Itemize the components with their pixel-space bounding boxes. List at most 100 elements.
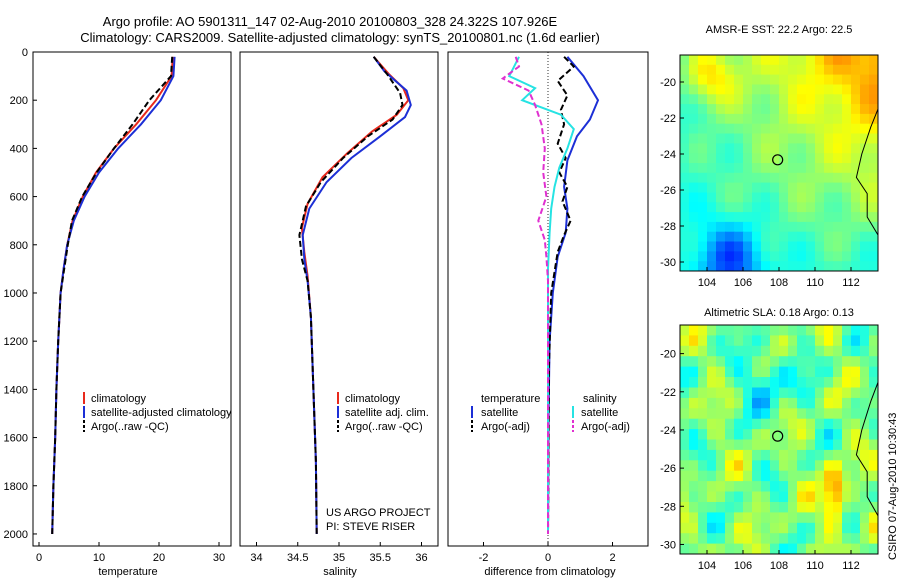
- map-cell: [770, 408, 780, 420]
- map-cell: [851, 502, 861, 513]
- map-cell: [716, 113, 726, 125]
- map-cell: [698, 387, 708, 399]
- map-cell: [716, 335, 726, 347]
- map-cell: [824, 212, 834, 223]
- map-cell: [806, 74, 816, 85]
- map-cell: [833, 481, 843, 493]
- map-cell: [833, 408, 843, 420]
- map-cell: [779, 153, 789, 164]
- map-cell: [734, 460, 744, 472]
- map-cell: [833, 543, 843, 554]
- map-cell: [707, 418, 717, 430]
- map-cell: [680, 172, 690, 184]
- map-cell: [770, 335, 780, 347]
- map-cell: [860, 241, 870, 252]
- map-cell: [698, 533, 708, 545]
- map-cell: [806, 429, 816, 441]
- map-cell: [842, 182, 852, 193]
- series-line-3: [500, 56, 549, 534]
- map-cell: [815, 104, 825, 115]
- map-cell: [869, 202, 878, 213]
- map-cell: [734, 397, 744, 409]
- map-cell: [770, 192, 780, 203]
- header-title: Argo profile: AO 5901311_147 02-Aug-2010…: [103, 14, 558, 29]
- map-cell: [689, 123, 699, 135]
- map-cell: [743, 533, 753, 545]
- map-cell: [860, 533, 870, 545]
- map-cell: [707, 163, 717, 174]
- map-cell: [680, 202, 690, 213]
- map-cell: [716, 325, 726, 336]
- map-cell: [698, 512, 708, 524]
- map-cell: [779, 94, 789, 105]
- map-cell: [725, 481, 735, 493]
- map-cell: [689, 325, 699, 336]
- map-cell: [833, 366, 843, 378]
- xlabel-temperature: temperature: [98, 566, 157, 578]
- map-cell: [815, 418, 825, 430]
- map-cell: [707, 325, 717, 336]
- map-cell: [851, 251, 861, 262]
- map-cell: [851, 104, 861, 115]
- map-cell: [707, 94, 717, 105]
- map-cell: [707, 182, 717, 193]
- map-cell: [707, 491, 717, 503]
- map-cell: [752, 231, 762, 243]
- map-cell: [761, 335, 771, 347]
- map-cell: [716, 429, 726, 441]
- map-cell: [806, 387, 816, 399]
- map-cell: [761, 356, 771, 368]
- map-cell: [743, 356, 753, 368]
- map-cell: [869, 345, 878, 357]
- map-cell: [761, 172, 771, 184]
- map-cell: [716, 345, 726, 357]
- map-cell: [797, 202, 807, 213]
- map-cell: [824, 231, 834, 243]
- map-cell: [734, 55, 744, 66]
- map-cell: [833, 94, 843, 105]
- map-cell: [752, 366, 762, 378]
- map-cell: [698, 377, 708, 388]
- map-cell: [734, 261, 744, 271]
- map-cell: [707, 449, 717, 461]
- map-cell: [734, 522, 744, 534]
- map-cell: [707, 123, 717, 135]
- map-cell: [761, 231, 771, 243]
- map-cell: [779, 212, 789, 223]
- map-cell: [689, 251, 699, 262]
- map-cell: [734, 481, 744, 493]
- map-cell: [725, 429, 735, 441]
- map-cell: [824, 84, 834, 95]
- map-cell: [752, 221, 762, 233]
- map-cell: [824, 64, 834, 76]
- map-cell: [815, 460, 825, 472]
- map-cell: [842, 345, 852, 357]
- map-cell: [770, 356, 780, 368]
- map-cell: [761, 192, 771, 203]
- map-cell: [734, 133, 744, 144]
- map-cell: [707, 55, 717, 66]
- map-cell: [689, 113, 699, 125]
- legend-label-satellite-temperature: satellite: [481, 407, 518, 419]
- map-cell: [698, 55, 708, 66]
- map-cell: [869, 231, 878, 243]
- map-cell: [707, 113, 717, 125]
- legend-label-satellite: satellite-adjusted climatology: [91, 407, 232, 419]
- map-cell: [797, 104, 807, 115]
- map-cell: [851, 366, 861, 378]
- map-cell: [716, 408, 726, 420]
- map-cell: [824, 522, 834, 534]
- map-cell: [788, 231, 798, 243]
- map-cell: [680, 543, 690, 554]
- map-cell: [860, 64, 870, 76]
- map-cell: [851, 55, 861, 66]
- map-cell: [770, 202, 780, 213]
- map-cell: [842, 418, 852, 430]
- map-cell: [734, 418, 744, 430]
- map-cell: [698, 94, 708, 105]
- xtick-label: 0: [36, 552, 42, 564]
- map-cell: [842, 366, 852, 378]
- map-cell: [689, 481, 699, 493]
- map-cell: [788, 470, 798, 482]
- map-cell: [680, 94, 690, 105]
